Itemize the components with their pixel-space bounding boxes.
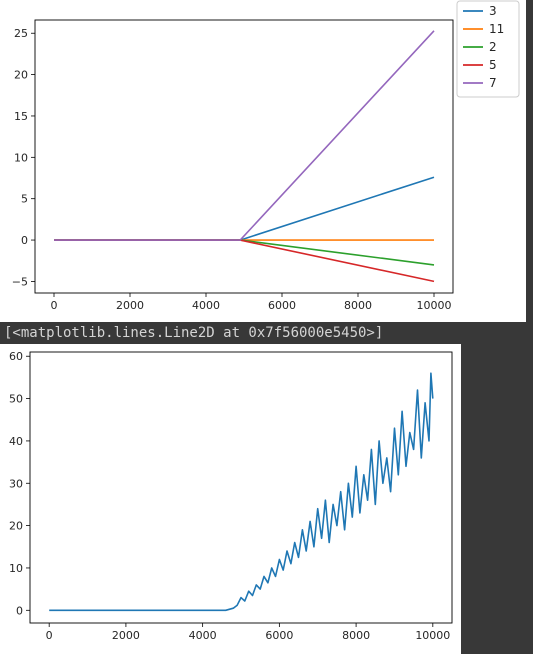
line2d-output-text: [<matplotlib.lines.Line2D at 0x7f56000e5… xyxy=(4,325,384,341)
chart2-ytick-label: 30 xyxy=(9,477,23,490)
chart2-ytick-label: 40 xyxy=(9,435,23,448)
chart1-axes-frame xyxy=(34,19,454,294)
chart2-xtick-label: 6000 xyxy=(265,629,293,642)
chart1-ytick-label: 20 xyxy=(14,69,28,82)
chart2-ytick-label: 60 xyxy=(9,350,23,363)
chart2-xtick-label: 2000 xyxy=(112,629,140,642)
chart2-xtick-label: 4000 xyxy=(189,629,217,642)
chart2-ytick-label: 0 xyxy=(16,604,23,617)
chart2-ytick-label: 10 xyxy=(9,562,23,575)
chart1-xtick-label: 0 xyxy=(51,299,58,312)
chart1-ytick-label: −5 xyxy=(12,275,28,288)
chart1-series-line-3 xyxy=(54,176,435,241)
chart1-series-line-7 xyxy=(54,30,435,241)
chart1-xtick-label: 10000 xyxy=(417,299,452,312)
chart1-xtick-label: 4000 xyxy=(192,299,220,312)
chart-panel-2: 0 2000 4000 6000 8000 10000 0 10 20 30 40 50 60 xyxy=(0,344,461,654)
line-chart-2: 0 2000 4000 6000 8000 10000 0 10 20 30 40 50 60 xyxy=(9,350,453,642)
chart1-legend-label-7: 7 xyxy=(489,76,497,90)
chart1-ytick-label: 5 xyxy=(21,193,28,206)
chart2-axes-frame xyxy=(29,351,453,624)
chart2-xtick-label: 8000 xyxy=(342,629,370,642)
chart1-ytick-label: 15 xyxy=(14,110,28,123)
chart2-series-line xyxy=(49,372,434,612)
chart1-xtick-label: 6000 xyxy=(268,299,296,312)
chart1-xtick-label: 8000 xyxy=(344,299,372,312)
chart1-legend-box xyxy=(456,0,520,98)
chart2-ytick-label: 50 xyxy=(9,393,23,406)
chart1-xtick-label: 2000 xyxy=(116,299,144,312)
chart2-xtick-label: 10000 xyxy=(415,629,450,642)
chart1-ytick-label: 25 xyxy=(14,27,28,40)
chart1-legend-label-5: 5 xyxy=(489,58,497,72)
chart1-series-line-2 xyxy=(54,239,435,266)
chart1-legend-label-3: 3 xyxy=(489,4,497,18)
chart1-ytick-label: 10 xyxy=(14,151,28,164)
chart2-ytick-label: 20 xyxy=(9,520,23,533)
chart-panel-1: 0 2000 4000 6000 8000 10000 −5 0 5 10 15 20 25 3 11 2 5 7 xyxy=(0,0,526,322)
chart2-xtick-label: 0 xyxy=(46,629,53,642)
chart1-legend-label-2: 2 xyxy=(489,40,497,54)
chart1-series-line-5 xyxy=(54,239,435,283)
chart1-legend-label-11: 11 xyxy=(489,22,504,36)
chart1-ytick-label: 0 xyxy=(21,234,28,247)
chart1-legend: 3 11 2 5 7 xyxy=(456,0,520,98)
